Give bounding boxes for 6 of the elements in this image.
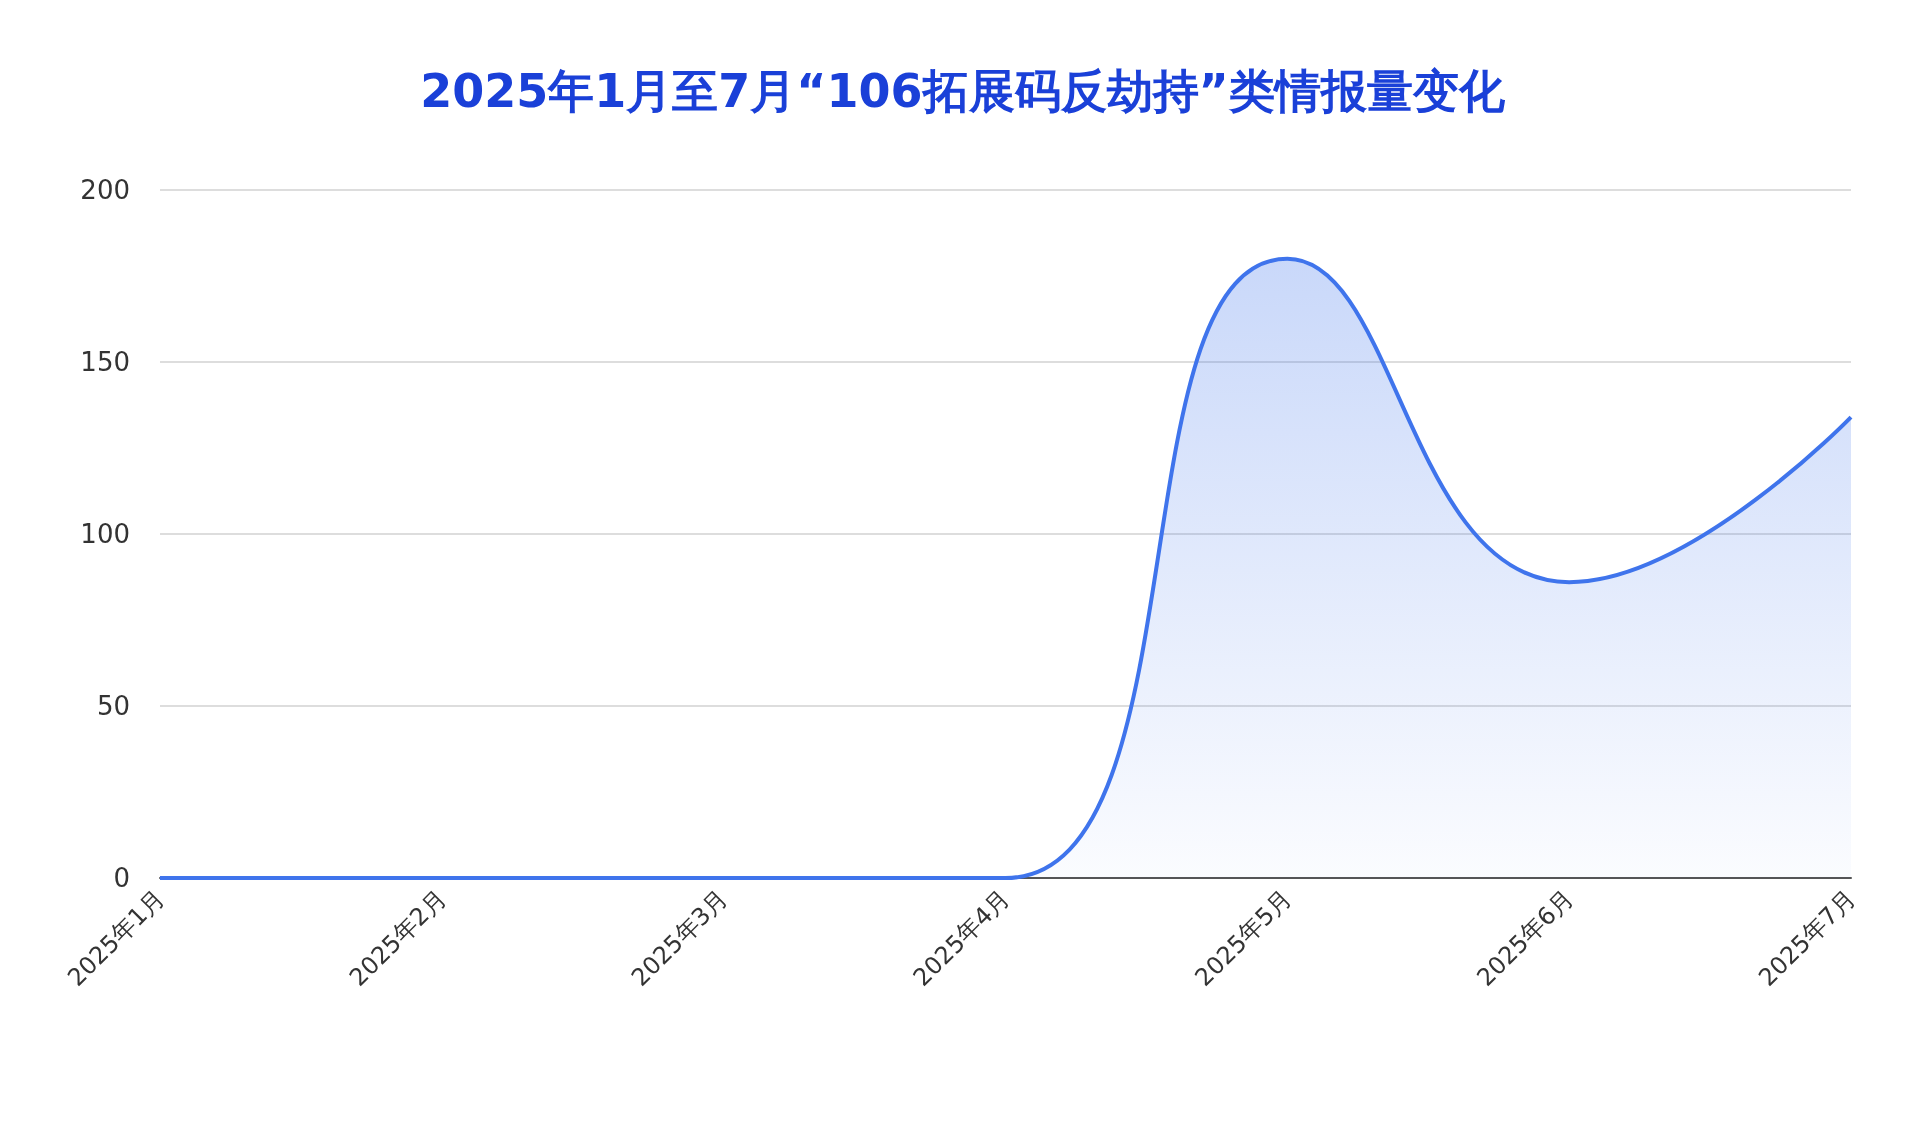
y-tick-label: 0 bbox=[113, 863, 130, 893]
y-tick-label: 150 bbox=[80, 347, 130, 377]
chart-title: 2025年1月至7月“106拓展码反劫持”类情报量变化 bbox=[420, 64, 1506, 118]
y-tick-label: 100 bbox=[80, 519, 130, 549]
y-tick-label: 50 bbox=[96, 691, 130, 721]
y-tick-label: 200 bbox=[80, 175, 130, 205]
